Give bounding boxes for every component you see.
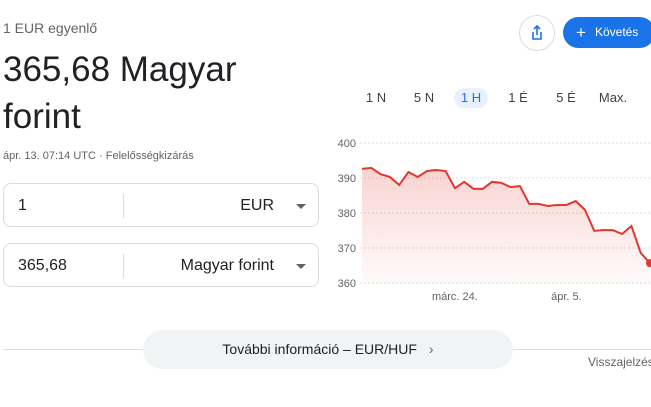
x-tick-label: ápr. 5. <box>551 291 582 303</box>
area-fill <box>362 167 650 283</box>
end-point <box>646 259 651 268</box>
disclaimer[interactable]: Felelősségkizárás <box>105 150 194 162</box>
y-tick-label: 360 <box>338 278 356 290</box>
share-icon <box>532 24 542 40</box>
more-info-label: További információ – EUR/HUF <box>222 341 417 357</box>
line <box>361 166 651 264</box>
range-tab[interactable]: 1 H <box>454 88 488 108</box>
timestamp: ápr. 13. 07:14 UTC <box>3 150 96 162</box>
y-tick-label: 390 <box>338 173 356 185</box>
follow-button[interactable]: + Követés <box>563 17 651 48</box>
range-tab[interactable]: Max. <box>598 90 628 105</box>
range-tab[interactable]: 1 É <box>508 90 528 105</box>
x-tick-label: márc. 24. <box>432 291 478 303</box>
to-amount[interactable]: 365,68 <box>18 257 67 274</box>
range-tab[interactable]: 5 É <box>556 90 576 105</box>
result: 365,68 Magyar forint <box>3 50 237 136</box>
from-currency[interactable]: EUR <box>240 197 274 214</box>
from-amount[interactable]: 1 <box>18 197 27 214</box>
chart: 360 370 380 390 400 márc. 24. ápr. 5. <box>338 138 651 303</box>
y-tick-label: 400 <box>338 138 356 150</box>
range-tab[interactable]: 5 N <box>413 90 435 105</box>
share-button[interactable] <box>519 15 555 51</box>
y-tick-label: 380 <box>338 208 356 220</box>
follow-label: Követés <box>595 25 639 39</box>
feedback[interactable]: Visszajelzés <box>588 355 651 369</box>
subtitle: 1 EUR egyenlő <box>3 20 98 36</box>
range-tab[interactable]: 1 N <box>365 90 387 105</box>
y-tick-label: 370 <box>338 243 356 255</box>
meta: ápr. 13. 07:14 UTC · Felelősségkizárás <box>3 150 194 162</box>
to-input[interactable]: 365,68 Magyar forint <box>3 243 319 287</box>
more-info-button[interactable]: További információ – EUR/HUF › <box>143 330 513 369</box>
from-input[interactable]: 1 EUR <box>3 183 319 227</box>
to-currency[interactable]: Magyar forint <box>180 257 274 274</box>
